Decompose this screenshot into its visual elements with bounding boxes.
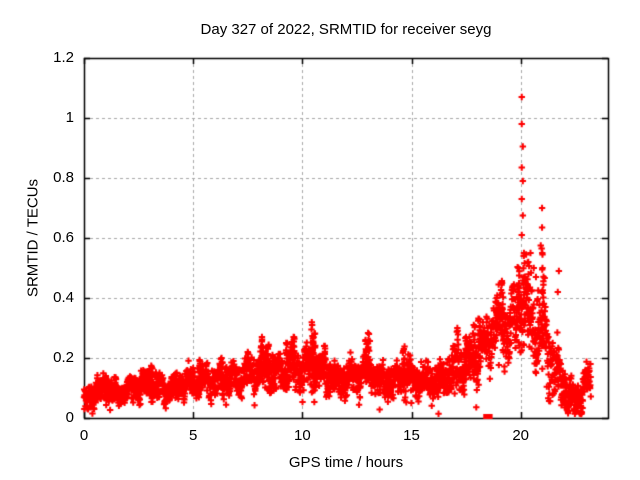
y-tick-label: 0.2 [53,349,74,366]
y-tick-label: 1.2 [53,49,74,66]
x-tick-label: 10 [293,427,311,444]
x-tick-label: 5 [188,427,198,444]
x-axis-label: GPS time / hours [288,454,404,471]
y-tick-label: 0.8 [53,169,74,186]
y-tick-label: 0.6 [53,229,74,246]
chart-title: Day 327 of 2022, SRMTID for receiver sey… [200,21,492,38]
y-tick-label: 0.4 [53,289,74,306]
x-tick-label: 15 [403,427,420,444]
x-tick-label: 20 [512,427,529,444]
y-tick-label: 1 [65,109,74,126]
x-tick-label: 0 [79,427,89,444]
y-tick-label: 0 [65,409,74,426]
